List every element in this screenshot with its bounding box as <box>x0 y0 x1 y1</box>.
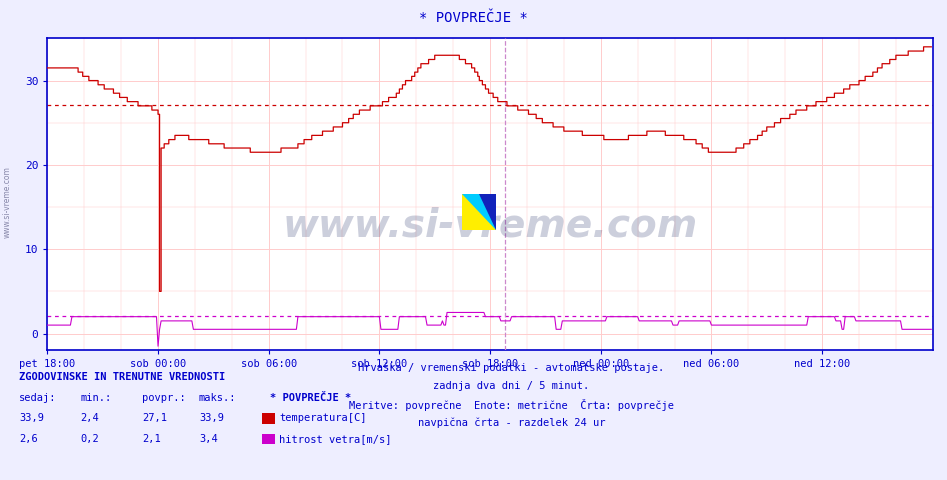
Text: 27,1: 27,1 <box>142 413 167 423</box>
Text: ZGODOVINSKE IN TRENUTNE VREDNOSTI: ZGODOVINSKE IN TRENUTNE VREDNOSTI <box>19 372 225 382</box>
Text: hitrost vetra[m/s]: hitrost vetra[m/s] <box>279 434 392 444</box>
Text: 2,4: 2,4 <box>80 413 99 423</box>
Text: * POVPREČJE *: * POVPREČJE * <box>270 393 351 403</box>
Polygon shape <box>462 194 496 230</box>
Text: www.si-vreme.com: www.si-vreme.com <box>282 206 698 245</box>
Text: 2,6: 2,6 <box>19 434 38 444</box>
Text: zadnja dva dni / 5 minut.: zadnja dva dni / 5 minut. <box>434 381 589 391</box>
Text: navpična črta - razdelek 24 ur: navpična črta - razdelek 24 ur <box>418 417 605 428</box>
Text: Meritve: povprečne  Enote: metrične  Črta: povprečje: Meritve: povprečne Enote: metrične Črta:… <box>348 399 674 411</box>
Text: www.si-vreme.com: www.si-vreme.com <box>3 166 12 238</box>
Text: maks.:: maks.: <box>199 393 237 403</box>
Text: 0,2: 0,2 <box>80 434 99 444</box>
Text: min.:: min.: <box>80 393 112 403</box>
Text: 2,1: 2,1 <box>142 434 161 444</box>
Text: 33,9: 33,9 <box>19 413 44 423</box>
Text: 33,9: 33,9 <box>199 413 223 423</box>
Text: sedaj:: sedaj: <box>19 393 57 403</box>
Text: povpr.:: povpr.: <box>142 393 186 403</box>
Polygon shape <box>479 194 496 230</box>
Text: 3,4: 3,4 <box>199 434 218 444</box>
Text: * POVPREČJE *: * POVPREČJE * <box>420 11 527 24</box>
Text: Hrvaška / vremenski podatki - avtomatske postaje.: Hrvaška / vremenski podatki - avtomatske… <box>358 362 665 373</box>
Text: temperatura[C]: temperatura[C] <box>279 413 366 423</box>
